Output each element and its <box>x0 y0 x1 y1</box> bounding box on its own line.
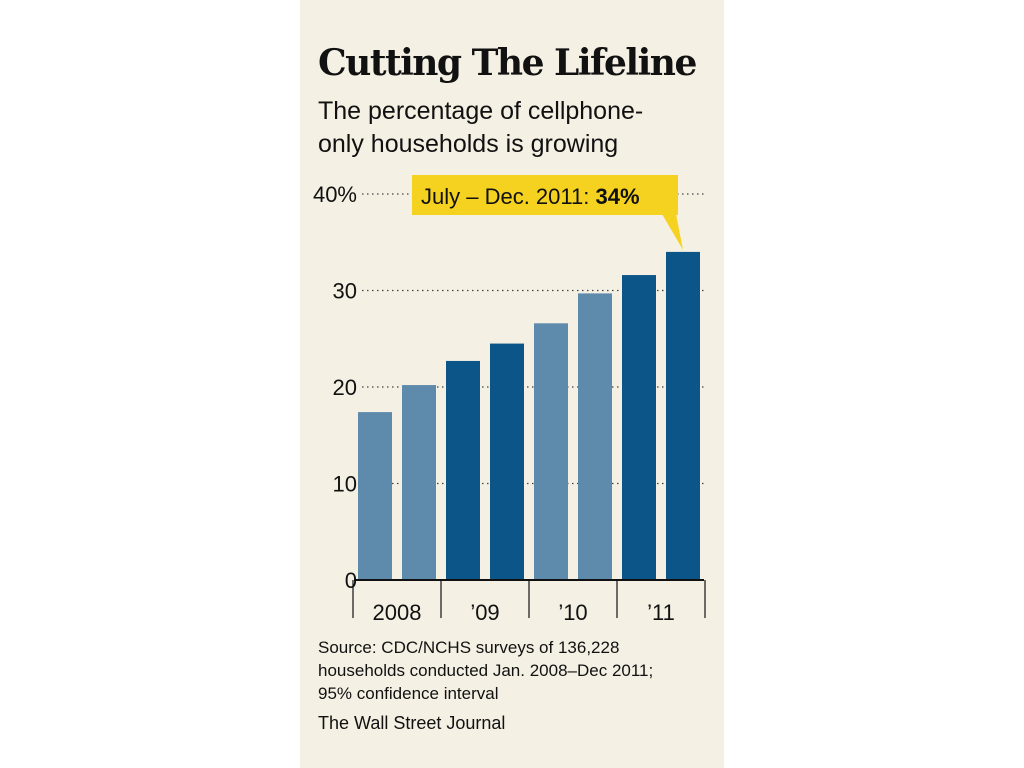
callout-label: July – Dec. 2011: <box>421 184 595 209</box>
callout-box <box>412 175 678 215</box>
bar <box>446 360 480 580</box>
callout-pointer <box>662 214 683 250</box>
x-year-label: ’09 <box>470 600 499 625</box>
callout-text: July – Dec. 2011: 34% <box>421 184 640 209</box>
y-tick-label: 40% <box>313 182 357 207</box>
callout-value: 34% <box>595 184 639 209</box>
bar <box>358 412 392 580</box>
bar <box>402 385 436 580</box>
chart-title: Cutting The Lifeline <box>318 42 697 84</box>
bar <box>578 293 612 580</box>
source-note: Source: CDC/NCHS surveys of 136,228 hous… <box>318 638 654 703</box>
credit-line: The Wall Street Journal <box>318 713 506 733</box>
bar <box>666 251 700 580</box>
bar <box>534 323 568 580</box>
y-tick-label: 10 <box>333 472 357 497</box>
bar <box>490 343 524 580</box>
y-tick-label: 0 <box>345 568 357 593</box>
bar <box>622 275 656 580</box>
bar-chart: 0 10 20 30 40% 2008 ’09 ’10 ’11 July – Dec. 2011… <box>313 175 706 625</box>
chart-subtitle: The percentage of cellphone- only househ… <box>318 97 644 158</box>
x-year-label: ’10 <box>558 600 587 625</box>
y-tick-label: 30 <box>333 279 357 304</box>
x-year-label: 2008 <box>373 600 422 625</box>
y-tick-label: 20 <box>333 375 357 400</box>
chart-panel: Cutting The Lifeline The percentage of c… <box>300 0 724 768</box>
x-year-label: ’11 <box>647 600 675 625</box>
